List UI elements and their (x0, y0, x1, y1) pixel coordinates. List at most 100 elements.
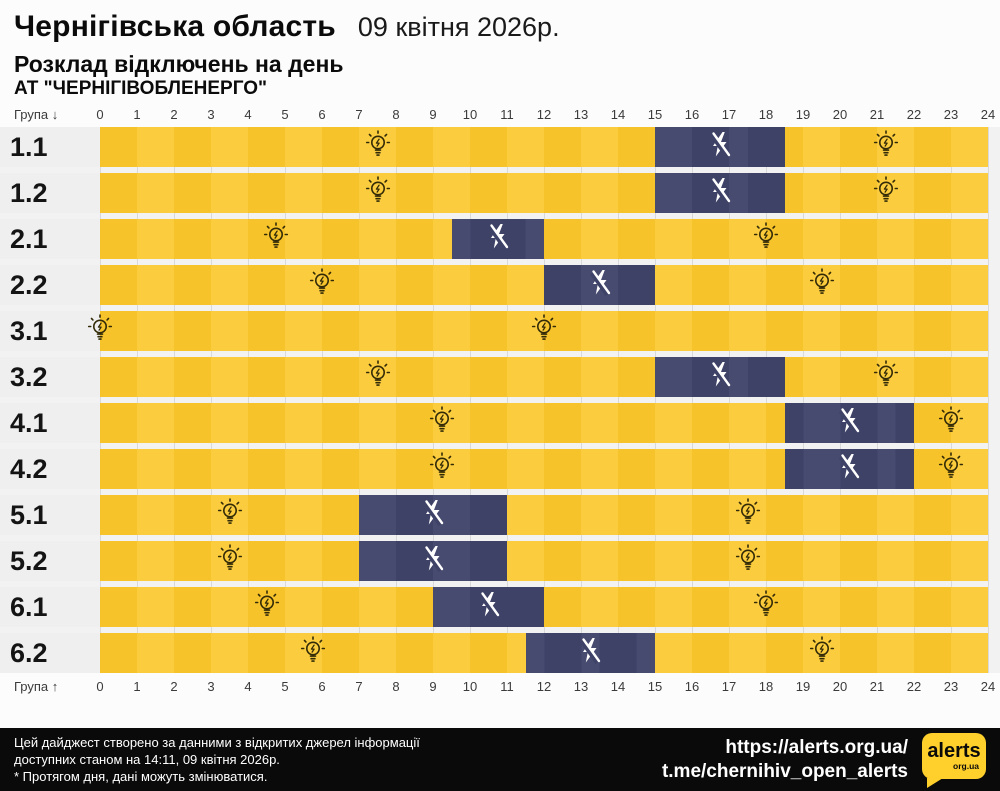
hour-tick: 17 (721, 679, 737, 694)
hour-tick: 15 (647, 107, 663, 122)
disclaimer: Цей дайджест створено за данними з відкр… (14, 734, 420, 785)
outage-segment (433, 587, 544, 627)
hour-tick: 23 (943, 107, 959, 122)
disclaimer-line-2: доступних станом на 14:11, 09 квітня 202… (14, 751, 280, 767)
hour-tick: 14 (610, 107, 626, 122)
logo-subtext: org.ua (953, 760, 979, 771)
outage-segment (544, 265, 655, 305)
timeline-bar (100, 403, 988, 443)
power-off-icon (705, 360, 735, 395)
schedule-row: 5.2 (0, 541, 1000, 581)
schedule-chart: 1.1 1.2 2.1 2.2 3.1 3.2 4.1 4.2 5.1 5.2 6.1 6.2 (0, 127, 1000, 673)
lightbulb-icon (753, 590, 780, 625)
bottom-hour-axis: Група ↑ 0 1 2 3 4 5 6 7 8 9 10 11 12 13 14 15 16 17 18 19 20… (0, 677, 1000, 697)
hour-tick: 5 (281, 679, 289, 694)
outage-segment (359, 541, 507, 581)
lightbulb-icon (938, 452, 965, 487)
hour-tick: 4 (244, 107, 252, 122)
hour-tick: 1 (133, 107, 141, 122)
lightbulb-icon (216, 544, 243, 579)
schedule-row: 4.1 (0, 403, 1000, 443)
timeline-bar (100, 541, 988, 581)
hour-tick: 8 (392, 107, 400, 122)
outage-segment (784, 449, 914, 489)
footer: Цей дайджест створено за данними з відкр… (0, 728, 1000, 791)
hour-tick: 18 (758, 679, 774, 694)
outage-segment (655, 173, 785, 213)
lightbulb-icon (429, 452, 456, 487)
subtitle: Розклад відключень на день (14, 51, 344, 77)
group-label: 3.2 (0, 357, 100, 397)
lightbulb-icon (753, 222, 780, 257)
power-off-icon (575, 636, 605, 671)
power-off-icon (418, 498, 448, 533)
timeline-bar (100, 587, 988, 627)
alerts-logo: alerts org.ua (922, 732, 986, 788)
disclaimer-line-3: * Протягом дня, дані можуть змінюватися. (14, 769, 268, 785)
lightbulb-icon (734, 544, 761, 579)
hour-tick: 22 (906, 679, 922, 694)
outage-segment (655, 127, 785, 167)
hour-tick: 2 (170, 107, 178, 122)
power-off-icon (834, 406, 864, 441)
schedule-row: 2.2 (0, 265, 1000, 305)
hour-tick: 0 (96, 107, 104, 122)
footer-links: https://alerts.org.ua/ t.me/chernihiv_op… (662, 736, 908, 784)
power-off-icon (705, 130, 735, 165)
group-label: 5.2 (0, 541, 100, 581)
lightbulb-icon (873, 176, 900, 211)
power-off-icon (418, 544, 448, 579)
hour-tick: 20 (832, 107, 848, 122)
hour-tick: 3 (207, 107, 215, 122)
hour-tick: 21 (869, 679, 885, 694)
hour-tick: 10 (462, 679, 478, 694)
lightbulb-icon (938, 406, 965, 441)
lightbulb-icon (299, 636, 326, 671)
hour-tick: 6 (318, 107, 326, 122)
group-label: 2.1 (0, 219, 100, 259)
hour-tick: 24 (980, 679, 996, 694)
group-label: 5.1 (0, 495, 100, 535)
disclaimer-line-1: Цей дайджест створено за данними з відкр… (14, 734, 420, 750)
group-label: 3.1 (0, 311, 100, 351)
hour-tick: 13 (573, 679, 589, 694)
lightbulb-icon (808, 636, 835, 671)
schedule-row: 1.2 (0, 173, 1000, 213)
timeline-bar (100, 265, 988, 305)
hour-tick: 12 (536, 107, 552, 122)
power-off-icon (474, 590, 504, 625)
page-title: Чернігівська область (14, 10, 336, 43)
hour-tick: 2 (170, 679, 178, 694)
power-off-icon (834, 452, 864, 487)
lightbulb-icon (309, 268, 336, 303)
hour-tick: 4 (244, 679, 252, 694)
hour-tick: 8 (392, 679, 400, 694)
group-label: 6.1 (0, 587, 100, 627)
lightbulb-icon (262, 222, 289, 257)
group-label: 1.1 (0, 127, 100, 167)
group-label: 4.1 (0, 403, 100, 443)
company-name: АТ "ЧЕРНІГІВОБЛЕНЕРГО" (14, 78, 268, 99)
telegram-link[interactable]: t.me/chernihiv_open_alerts (661, 760, 908, 782)
group-axis-label-top: Група ↓ (14, 107, 59, 122)
hour-tick: 17 (721, 107, 737, 122)
site-link[interactable]: https://alerts.org.ua/ (725, 736, 908, 758)
hour-tick: 7 (355, 107, 363, 122)
lightbulb-icon (531, 314, 558, 349)
hour-tick: 11 (500, 679, 514, 694)
timeline-bar (100, 495, 988, 535)
hour-tick: 21 (869, 107, 885, 122)
timeline-bar (100, 633, 988, 673)
lightbulb-icon (364, 360, 391, 395)
lightbulb-icon (808, 268, 835, 303)
header: Чернігівська область 09 квітня 2026р. Ро… (0, 0, 1000, 98)
hour-tick: 7 (355, 679, 363, 694)
hour-tick: 12 (536, 679, 552, 694)
hour-tick: 11 (500, 107, 514, 122)
hour-tick: 15 (647, 679, 663, 694)
power-off-icon (585, 268, 615, 303)
hour-tick: 16 (684, 679, 700, 694)
hour-tick: 22 (906, 107, 922, 122)
logo-text: alerts (927, 739, 981, 762)
lightbulb-icon (734, 498, 761, 533)
